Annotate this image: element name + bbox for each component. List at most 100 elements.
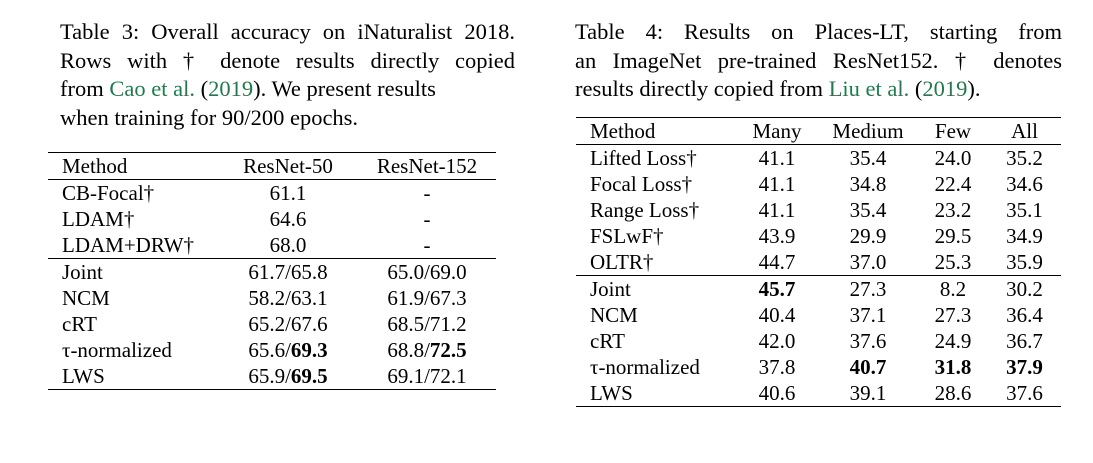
header-cell: ResNet-50 [243, 154, 333, 178]
table-row: CB-Focal† 61.1 - [48, 180, 496, 207]
table3-caption-line: from Cao et al. (2019). We present resul… [60, 75, 515, 104]
method-cell: NCM [590, 303, 638, 327]
value-cell: 35.4 [849, 198, 887, 222]
value-cell: 64.6 [269, 207, 307, 231]
header-cell: Medium [832, 119, 904, 143]
method-cell: cRT [62, 312, 97, 336]
value-cell: 34.6 [1006, 172, 1043, 196]
table4-caption-line: results directly copied from Liu et al. … [575, 75, 1062, 104]
value-cell: 34.9 [1006, 224, 1043, 248]
value-cell: 41.1 [758, 198, 796, 222]
value-cell: 36.7 [1006, 329, 1043, 353]
value-cell: 65.2/67.6 [248, 312, 328, 336]
value-part: 65.6/ [248, 338, 291, 362]
value-cell: 31.8 [918, 354, 988, 380]
value-cell: 58.2/63.1 [248, 286, 328, 310]
value-part: 68.8/ [387, 338, 430, 362]
caption-text: ). [967, 76, 981, 101]
value-cell: 29.9 [849, 224, 887, 248]
value-cell: 65.0/69.0 [358, 258, 496, 285]
caption-text: ( [909, 76, 923, 101]
header-cell: All [1011, 119, 1038, 143]
header-cell: Method [590, 119, 656, 143]
table-header-row: Method Many Medium Few All [576, 118, 1061, 145]
method-cell: LWS [62, 364, 105, 388]
table-header-row: Method ResNet-50 ResNet-152 [48, 153, 496, 180]
caption-text: from [60, 76, 110, 101]
table3: Method ResNet-50 ResNet-152 CB-Focal† 61… [48, 152, 496, 390]
value-cell: 40.6 [758, 381, 796, 405]
value-cell: 30.2 [988, 275, 1061, 302]
header-cell: Few [934, 119, 972, 143]
table-row: LDAM† 64.6 - [48, 206, 496, 232]
value-cell: - [423, 181, 431, 205]
value-cell: 40.4 [758, 303, 796, 327]
value-cell: 68.8/72.5 [358, 337, 496, 363]
table-row: LDAM+DRW† 68.0 - [48, 232, 496, 259]
best-value: 31.8 [934, 355, 972, 379]
value-cell: 35.1 [1006, 198, 1043, 222]
citation-link[interactable]: Cao et al. [109, 76, 195, 101]
table-row: Joint 45.7 27.3 8.2 30.2 [576, 275, 1061, 302]
value-cell: 24.9 [934, 329, 972, 353]
best-value: 45.7 [758, 277, 796, 301]
caption-text: ( [194, 76, 209, 101]
table-row: FSLwF† 43.9 29.9 29.5 34.9 [576, 223, 1061, 249]
table-row: Focal Loss† 41.1 34.8 22.4 34.6 [576, 171, 1061, 197]
method-cell: Joint [48, 258, 218, 285]
method-cell: LDAM+DRW† [62, 233, 195, 257]
table-row: τ-normalized 37.8 40.7 31.8 37.9 [576, 354, 1061, 380]
table-row: Range Loss† 41.1 35.4 23.2 35.1 [576, 197, 1061, 223]
value-cell: 25.3 [934, 250, 972, 274]
table-row: cRT 65.2/67.6 68.5/71.2 [48, 311, 496, 337]
table-row: LWS 65.9/69.5 69.1/72.1 [48, 363, 496, 390]
method-cell: OLTR† [590, 250, 654, 274]
value-cell: 65.9/69.5 [218, 363, 358, 390]
best-value: 37.9 [1006, 355, 1043, 379]
value-cell: 37.6 [849, 329, 887, 353]
method-cell: Joint [576, 275, 736, 302]
value-cell: 27.3 [818, 275, 918, 302]
method-cell: FSLwF† [590, 224, 664, 248]
value-cell: - [423, 233, 431, 257]
value-cell: 34.8 [849, 172, 887, 196]
value-cell: 61.1 [269, 181, 307, 205]
method-cell: CB-Focal† [62, 181, 155, 205]
method-cell: τ-normalized [590, 355, 700, 379]
value-cell: 43.9 [758, 224, 796, 248]
value-cell: 8.2 [918, 275, 988, 302]
method-cell: cRT [590, 329, 625, 353]
method-cell: LWS [590, 381, 633, 405]
citation-year-link[interactable]: 2019 [208, 76, 254, 101]
table3-caption-line: Table 3: Overall accuracy on iNaturalist… [60, 19, 515, 44]
table4-caption-line: an ImageNet pre-trained ResNet152. † den… [575, 47, 1062, 73]
table-row: NCM 58.2/63.1 61.9/67.3 [48, 285, 496, 311]
citation-link[interactable]: Liu et al. [828, 76, 910, 101]
value-cell: 27.3 [934, 303, 972, 327]
table4-caption-line: Table 4: Results on Places-LT, starting … [575, 19, 1062, 44]
caption-text: results directly copied from [575, 76, 829, 101]
table-row: OLTR† 44.7 37.0 25.3 35.9 [576, 249, 1061, 276]
value-cell: 61.7/65.8 [218, 258, 358, 285]
value-cell: 40.7 [818, 354, 918, 380]
table3-caption-line: Rows with † denote results directly copi… [60, 47, 515, 73]
best-value: 69.3 [290, 338, 328, 362]
value-cell: 35.4 [849, 146, 887, 170]
method-cell: LDAM† [62, 207, 135, 231]
header-cell: ResNet-152 [376, 154, 478, 178]
citation-year-link[interactable]: 2019 [922, 76, 968, 101]
value-cell: 44.7 [758, 250, 796, 274]
value-cell: 29.5 [934, 224, 972, 248]
best-value: 69.5 [290, 364, 328, 388]
header-cell: Method [62, 154, 128, 178]
value-cell: 65.6/69.3 [218, 337, 358, 363]
value-cell: 28.6 [934, 381, 972, 405]
value-cell: 68.0 [269, 233, 307, 257]
method-cell: NCM [62, 286, 110, 310]
value-part: 65.9/ [248, 364, 291, 388]
value-cell: 35.2 [1006, 146, 1043, 170]
table-row: NCM 40.4 37.1 27.3 36.4 [576, 302, 1061, 328]
value-cell: 61.9/67.3 [387, 286, 467, 310]
best-value: 72.5 [429, 338, 467, 362]
method-cell: Range Loss† [590, 198, 700, 222]
